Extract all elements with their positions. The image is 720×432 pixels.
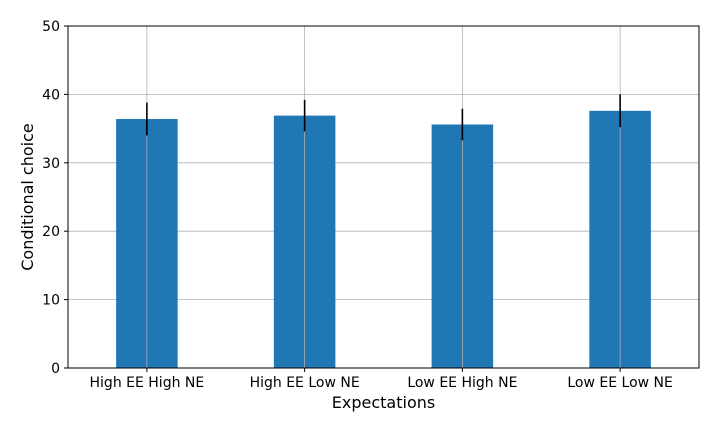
y-tick-label: 30 [42, 156, 60, 172]
y-tick-label: 10 [42, 293, 60, 309]
x-tick-label: High EE Low NE [250, 375, 360, 391]
y-tick-label: 50 [42, 19, 60, 35]
y-axis-ticks: 0 10 20 30 40 50 [42, 19, 68, 377]
y-axis-title: Conditional choice [18, 123, 37, 271]
x-axis-ticks: High EE High NE High EE Low NE Low EE High… [90, 368, 673, 391]
y-tick-label: 20 [42, 224, 60, 240]
plot-frame [67, 25, 700, 369]
x-tick-label: High EE High NE [90, 375, 205, 391]
x-tick-label: Low EE High NE [407, 375, 517, 391]
y-tick-label: 0 [51, 361, 60, 377]
y-tick-label: 40 [42, 87, 60, 103]
x-tick-label: Low EE Low NE [567, 375, 673, 391]
x-axis-title: Expectations [332, 393, 435, 412]
error-bars [146, 26, 621, 368]
